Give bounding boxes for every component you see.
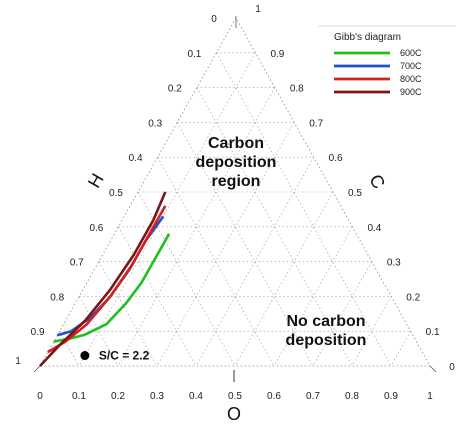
o-tick-label: 0.7 [306,391,320,402]
right-corner-tick [429,365,437,373]
legend-label-800C: 800C [400,74,422,84]
carbon-region-line3: region [212,173,261,190]
h-tick-label: 0.9 [31,327,45,338]
o-tick-label: 0.8 [345,391,359,402]
legend-label-600C: 600C [400,48,422,58]
grid-line [137,191,236,367]
grid-line [78,296,119,367]
legend-label-700C: 700C [400,61,422,71]
sc-marker-label: S/C = 2.2 [99,349,150,363]
h-tick-label: 0.8 [50,292,64,303]
grid-line [196,87,353,367]
o-tick-label: 0.1 [72,391,86,402]
carbon-region-line2: deposition [196,154,277,171]
c-tick-label: 0.1 [426,327,440,338]
series-line-600C [53,233,171,343]
grid-line [234,191,334,367]
h-tick-label: 0.5 [109,188,123,199]
legend-label-900C: 900C [400,87,422,97]
c-tick-label: 0.7 [309,118,323,129]
h-tick-label: 0.6 [89,223,103,234]
axis-name-c: C [365,171,389,192]
series-line-700C [56,215,165,337]
grid-line [78,52,256,367]
grid-line [390,331,411,367]
c-tick-label: 1 [255,4,261,15]
h-tick-label: 1 [15,356,21,367]
tick-labels: 0 0.1 0.2 0.3 0.4 0.5 0.6 0.7 0.8 0.9 1 0 0.1 0.2 0.3 0… [15,4,455,402]
h-tick-label: 0.3 [148,118,162,129]
o-tick-label: 0 [37,391,43,402]
h-tick-label: 0.4 [129,153,143,164]
o-tick-label: 1 [427,391,433,402]
c-tick-label: 0.4 [367,223,381,234]
h-tick-label: 0.2 [168,84,182,95]
region-labels: Carbon deposition region No carbon depositio… [196,135,367,349]
grid-line [273,226,353,367]
h-tick-label: 0.7 [70,258,84,269]
h-tick-label: 0 [211,14,217,25]
axis-name-o: O [227,404,241,424]
c-tick-label: 0.8 [290,84,304,95]
c-tick-label: 0 [449,362,455,373]
c-tick-label: 0.9 [270,49,284,60]
grid-line [351,296,392,367]
marker-layer: S/C = 2.2 [80,349,150,363]
legend-title: Gibb's diagram [334,32,401,43]
series-line-800C [47,205,167,354]
o-tick-label: 0.5 [228,391,242,402]
c-tick-label: 0.5 [348,188,362,199]
grid-line [117,87,276,367]
sc-marker-dot [80,351,90,361]
c-tick-label: 0.6 [329,153,343,164]
o-tick-label: 0.9 [384,391,398,402]
grid-line [118,226,197,367]
o-tick-label: 0.2 [111,391,125,402]
series-line-900C [39,191,167,367]
o-tick-label: 0.4 [189,391,203,402]
o-tick-label: 0.6 [267,391,281,402]
c-tick-label: 0.2 [406,292,420,303]
no-carbon-line1: No carbon [286,313,365,330]
c-tick-label: 0.3 [387,258,401,269]
triangle-frame [33,16,437,373]
series-lines [39,191,171,367]
h-tick-label: 0.1 [187,49,201,60]
grid-line [59,331,80,367]
grid-line [156,122,295,367]
legend: Gibb's diagram 600C 700C 800C 900C [318,25,456,97]
grid-line [176,122,314,367]
no-carbon-line2: deposition [286,332,367,349]
triangle-outline [39,17,431,367]
carbon-region-line1: Carbon [208,135,264,152]
left-corner-tick [33,365,41,373]
o-tick-label: 0.3 [150,391,164,402]
axis-name-h: H [84,170,108,191]
